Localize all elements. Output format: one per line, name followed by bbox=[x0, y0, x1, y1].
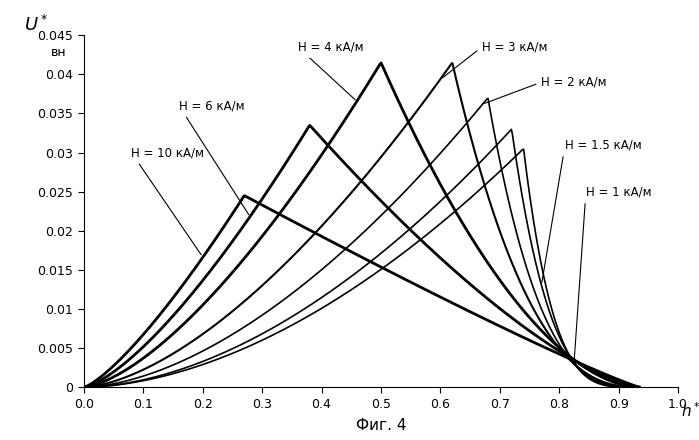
Text: H = 2 кА/м: H = 2 кА/м bbox=[484, 76, 607, 103]
Text: H = 4 кА/м: H = 4 кА/м bbox=[298, 40, 363, 100]
Text: H = 1 кА/м: H = 1 кА/м bbox=[575, 185, 651, 360]
Text: H = 6 кА/м: H = 6 кА/м bbox=[179, 99, 249, 215]
Text: H = 1.5 кА/м: H = 1.5 кА/м bbox=[542, 138, 642, 282]
Text: H = 3 кА/м: H = 3 кА/м bbox=[442, 40, 547, 78]
Text: вн: вн bbox=[51, 46, 67, 59]
Text: H = 10 кА/м: H = 10 кА/м bbox=[131, 146, 204, 255]
X-axis label: Фиг. 4: Фиг. 4 bbox=[356, 418, 406, 433]
Text: $U^*$: $U^*$ bbox=[24, 15, 49, 35]
Text: $h^*$: $h^*$ bbox=[681, 401, 699, 420]
